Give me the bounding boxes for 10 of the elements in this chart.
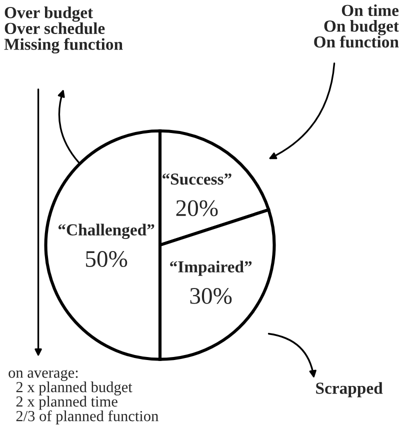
data-label: 30%	[190, 288, 232, 304]
slice-label: “Impaired”	[170, 260, 252, 276]
data-label: 20%	[176, 200, 218, 216]
text: on average: 2 x planned budget 2 x planned time 2/3 of planned function	[8, 370, 158, 424]
text: Scrapped	[316, 382, 383, 398]
slice-label: “Success”	[162, 173, 232, 185]
data-label: 50%	[86, 251, 128, 268]
text: On time On budget On function	[314, 4, 399, 48]
text: Over budget Over schedule Missing function	[4, 6, 123, 54]
slice-label: “Challenged”	[58, 224, 154, 239]
